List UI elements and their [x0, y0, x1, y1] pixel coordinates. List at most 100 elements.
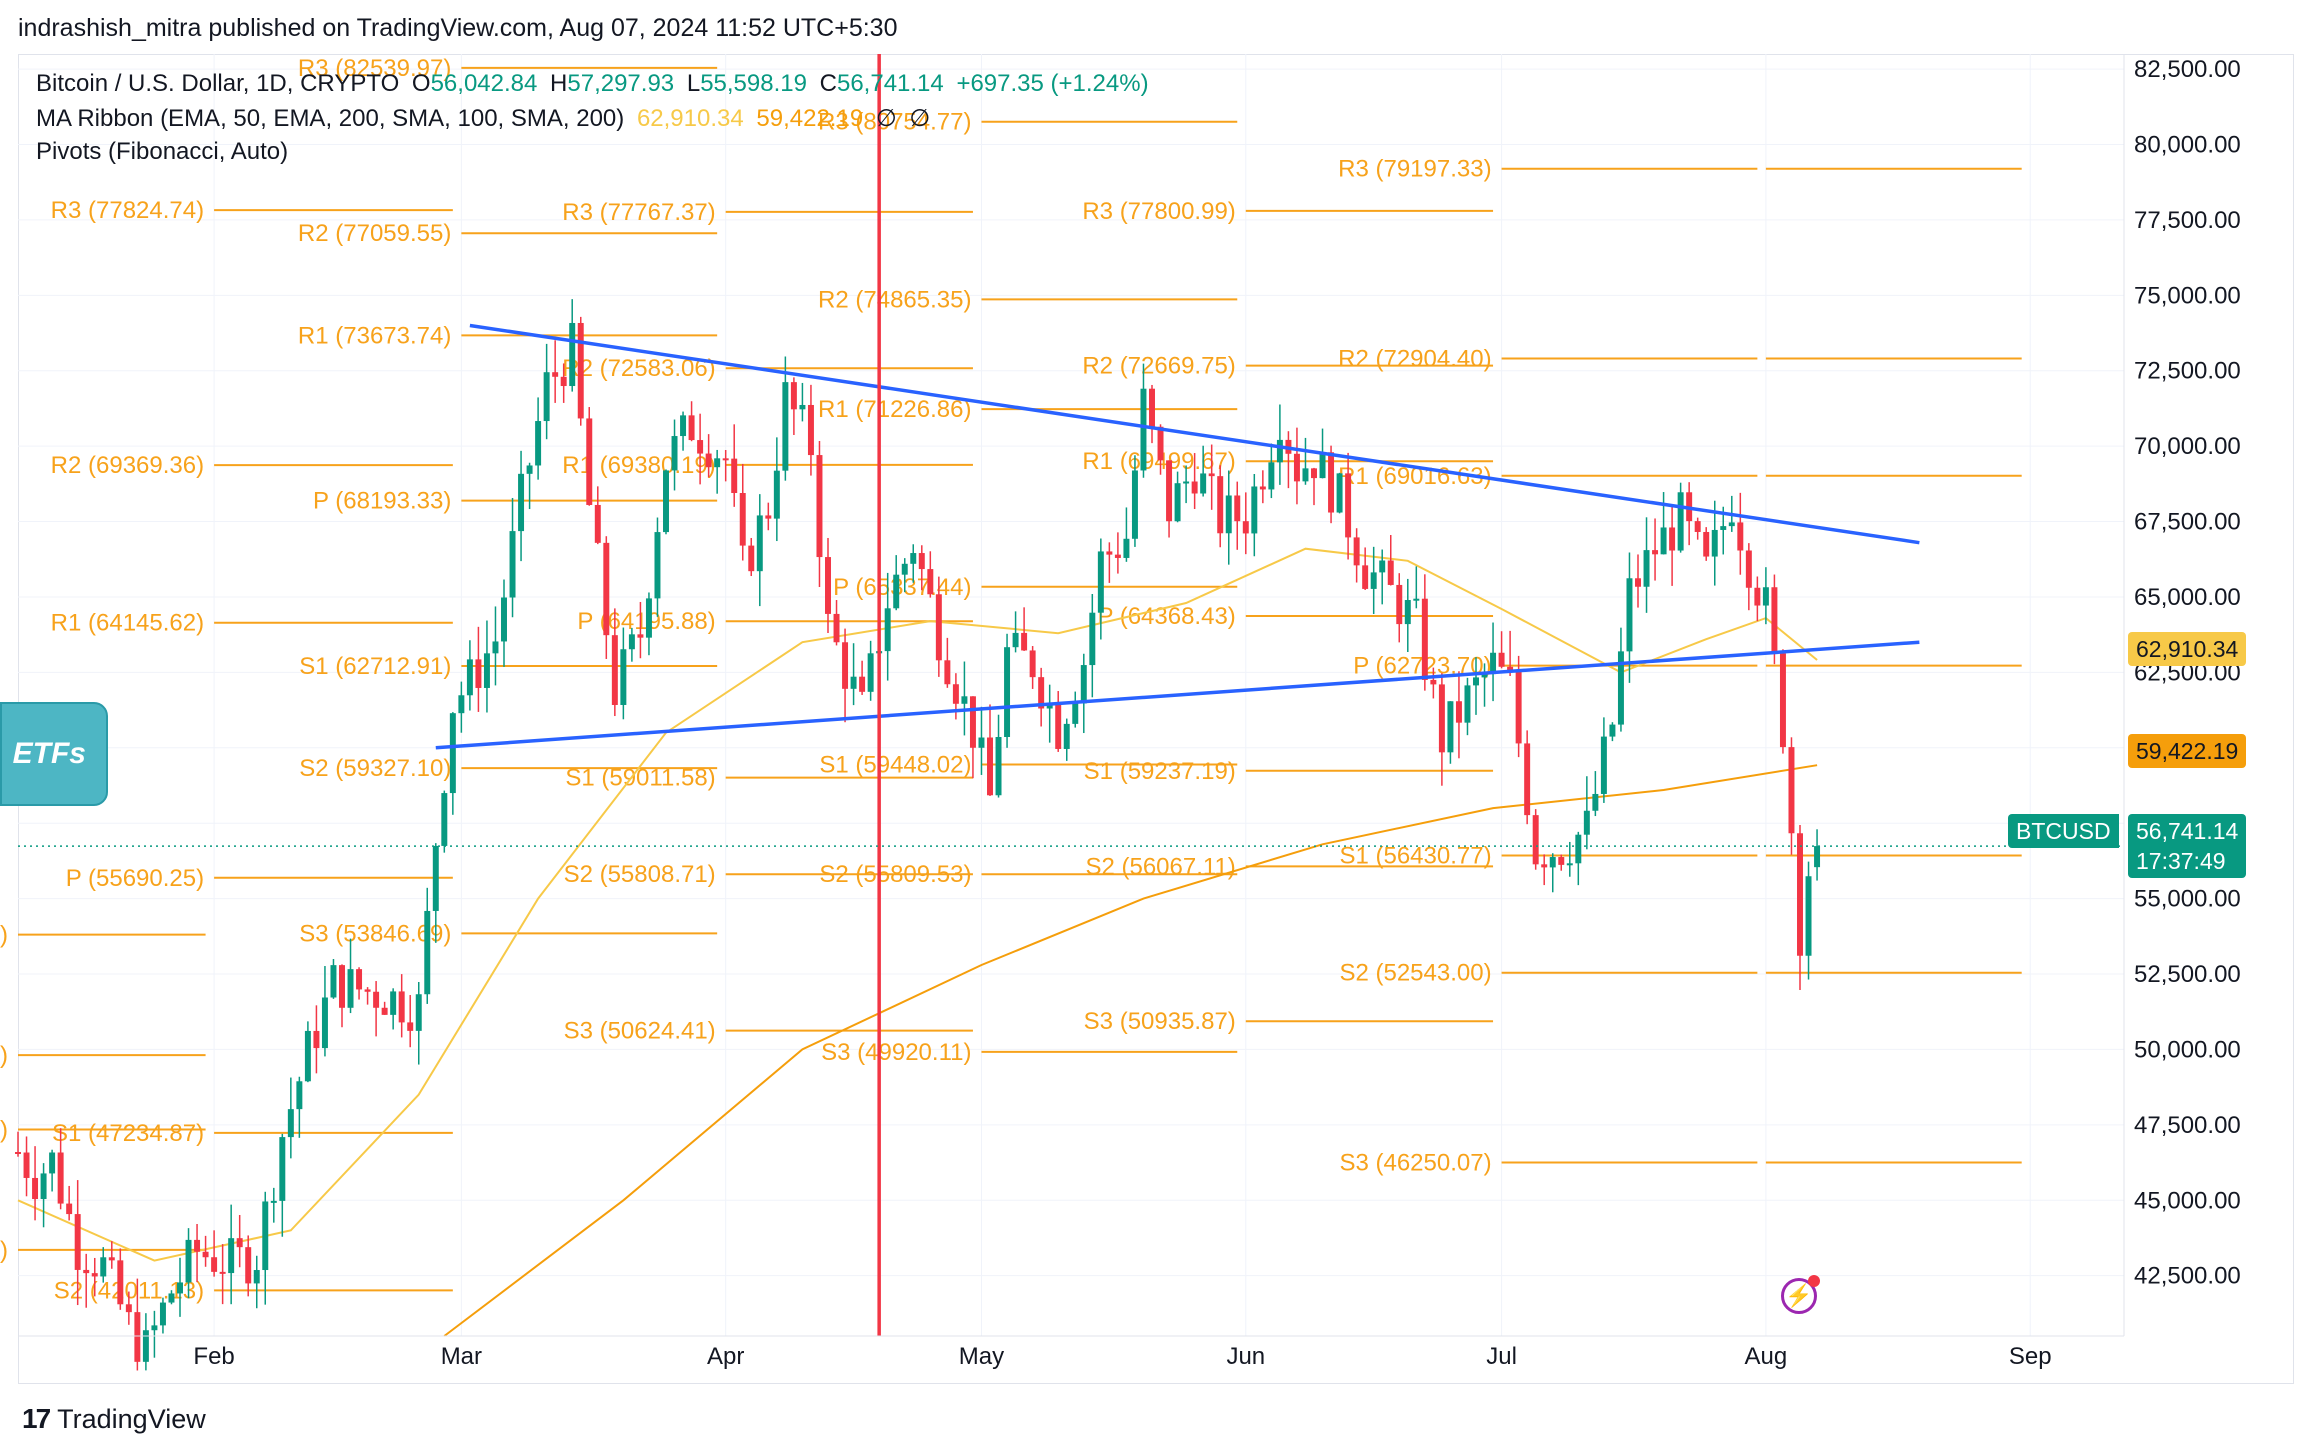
- candle-body: [1669, 527, 1676, 551]
- etf-annotation[interactable]: ETFs: [0, 702, 108, 806]
- candle-body: [1805, 876, 1812, 956]
- candle-body: [807, 404, 814, 456]
- legend-ma-row[interactable]: MA Ribbon (EMA, 50, EMA, 200, SMA, 100, …: [36, 104, 936, 133]
- candle-body: [1566, 863, 1573, 866]
- candle-body: [816, 455, 823, 558]
- candle-body: [1131, 470, 1138, 539]
- pivot-label: S1 (59448.02): [819, 751, 971, 778]
- candle-body: [1293, 453, 1300, 482]
- x-tick-label: Apr: [707, 1343, 744, 1370]
- candle-body: [1217, 476, 1224, 534]
- candle-body: [32, 1177, 39, 1200]
- candle-body: [978, 737, 985, 748]
- ema50-line: [17, 547, 1818, 1262]
- pivot-label: P (65337.44): [833, 574, 971, 601]
- y-tick-label: 50,000.00: [2134, 1036, 2241, 1063]
- candle-body: [1421, 598, 1428, 680]
- legend-change: +697.35 (+1.24%): [956, 70, 1149, 97]
- y-tick-label: 55,000.00: [2134, 886, 2241, 913]
- candle-body: [1387, 560, 1394, 585]
- candle-body: [1302, 468, 1309, 482]
- candle-body: [995, 737, 1002, 796]
- candle-body: [1438, 684, 1445, 753]
- candle-body: [773, 470, 780, 519]
- candle-body: [1242, 521, 1249, 534]
- y-tick-label: 70,000.00: [2134, 433, 2241, 460]
- candle-body: [1430, 679, 1437, 685]
- candle-body: [398, 991, 405, 1023]
- candle-body: [671, 436, 678, 471]
- y-tick-label: 75,000.00: [2134, 282, 2241, 309]
- candle-body: [270, 1200, 277, 1203]
- candle-body: [168, 1293, 175, 1303]
- pivot-label: R1 (64145.62): [51, 610, 204, 637]
- pivot-label: R1 (73673.74): [298, 322, 451, 349]
- candle-body: [603, 542, 610, 636]
- candle-body: [1617, 651, 1624, 725]
- candle-body: [287, 1109, 294, 1138]
- candle-body: [1336, 473, 1343, 513]
- pivot-label: R2 (69369.36): [51, 452, 204, 479]
- pivot-label: R3 (77800.99): [1082, 198, 1235, 225]
- legend-pivots-row[interactable]: Pivots (Fibonacci, Auto): [36, 138, 294, 166]
- candle-body: [859, 676, 866, 692]
- candle-body: [1575, 834, 1582, 864]
- candle-body: [483, 653, 490, 688]
- candle-body: [1464, 685, 1471, 723]
- pivot-label: R2 (72669.75): [1082, 353, 1235, 380]
- candle-body: [731, 458, 738, 494]
- candle-body: [586, 418, 593, 505]
- candle-body: [697, 440, 704, 454]
- candle-body: [49, 1152, 56, 1174]
- candle-body: [1021, 632, 1028, 651]
- candle-body: [356, 969, 363, 990]
- legend-low-value: 55,598.19: [700, 70, 807, 97]
- candle-body: [842, 642, 849, 689]
- lightning-icon[interactable]: ⚡: [1781, 1275, 1820, 1314]
- candle-body: [910, 553, 917, 564]
- candle-body: [1004, 647, 1011, 738]
- candle-body: [1149, 388, 1155, 427]
- candle-body: [1276, 439, 1283, 463]
- candle-body: [1626, 578, 1633, 652]
- candle-body: [279, 1137, 286, 1201]
- candle-body: [1541, 864, 1548, 868]
- tradingview-logo[interactable]: 17 TradingView: [22, 1403, 206, 1435]
- candle-body: [1362, 565, 1369, 589]
- candle-body: [211, 1257, 218, 1272]
- pivot-label: S1 (62712.91): [299, 653, 451, 680]
- legend-ma-value-2: 59,422.19: [756, 105, 864, 132]
- candle-body: [1703, 531, 1710, 557]
- candle-body: [424, 910, 431, 995]
- candle-body: [1814, 846, 1821, 868]
- candle-body: [108, 1257, 115, 1261]
- legend-high-value: 57,297.93: [567, 70, 675, 97]
- candle-body: [1259, 486, 1266, 490]
- candle-body: [1046, 703, 1053, 709]
- candle-body: [1038, 677, 1045, 709]
- pivot-label: R3 (77767.37): [562, 199, 715, 226]
- candle-body: [202, 1251, 209, 1258]
- price-chart[interactable]: 82,500.00 80,000.00 77,500.00 75,000.00 72,5…: [0, 0, 2308, 1400]
- pivot-label: S1 (56430.77): [1339, 842, 1491, 869]
- candle-body: [83, 1269, 90, 1274]
- candle-body: [373, 991, 380, 1008]
- candle-body: [952, 684, 959, 704]
- candle-body: [1106, 551, 1113, 555]
- legend-symbol-row[interactable]: Bitcoin / U.S. Dollar, 1D, CRYPTO O56,04…: [36, 70, 1155, 98]
- candle-body: [1490, 652, 1497, 675]
- candle-body: [390, 991, 397, 1015]
- pivot-label: R3 (77824.74): [51, 197, 204, 224]
- candle-body: [518, 473, 525, 532]
- legend-ma-value-3: ∅: [875, 105, 897, 132]
- candle-body: [1029, 650, 1036, 678]
- candle-body: [1404, 600, 1411, 625]
- legend-close-value: 56,741.14: [836, 70, 944, 97]
- candle-body: [1225, 495, 1232, 534]
- candle-body: [1737, 522, 1744, 551]
- candle-body: [1114, 554, 1121, 558]
- candle-body: [628, 634, 635, 650]
- candle-body: [961, 696, 968, 704]
- candle-body: [552, 372, 559, 377]
- pivot-label: S2 (59327.10): [299, 755, 451, 782]
